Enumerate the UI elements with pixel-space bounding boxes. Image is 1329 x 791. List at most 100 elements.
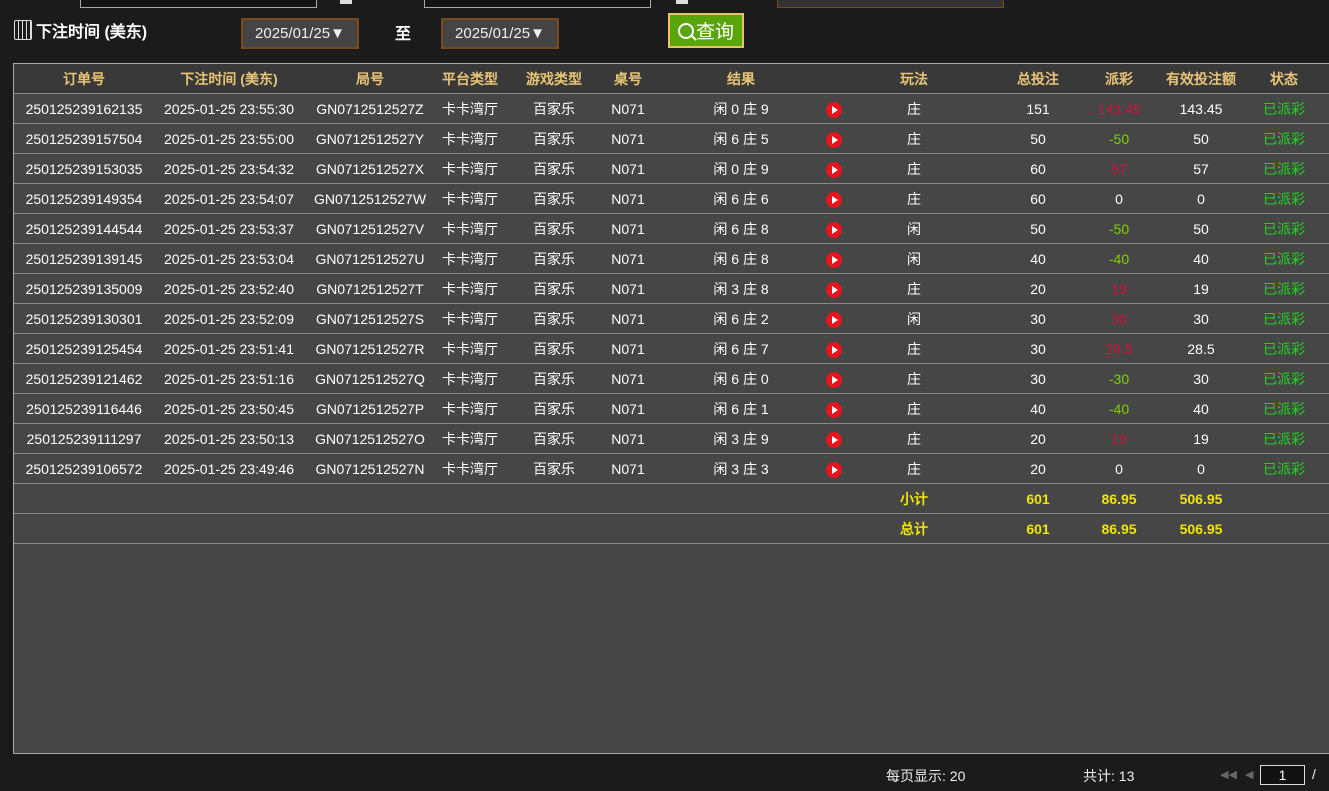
cell-bet-time: 2025-01-25 23:51:16 — [164, 371, 294, 387]
table-header: 订单号 下注时间 (美东) 局号 平台类型 游戏类型 桌号 结果 玩法 总投注 派彩 有效投注额 状态 — [14, 64, 1329, 94]
grandtotal-valid-bet: 506.95 — [1179, 521, 1223, 537]
top-input-2[interactable] — [424, 0, 651, 8]
cell-platform: 卡卡湾厅 — [442, 161, 498, 177]
cell-game-type: 百家乐 — [533, 131, 575, 147]
play-replay-icon[interactable] — [826, 252, 842, 268]
play-replay-icon[interactable] — [826, 342, 842, 358]
first-page-icon[interactable]: ◀◀ — [1220, 769, 1237, 781]
play-replay-icon[interactable] — [826, 162, 842, 178]
cell-status: 已派彩 — [1263, 191, 1305, 207]
header-valid-bet: 有效投注额 — [1166, 71, 1236, 87]
play-replay-icon[interactable] — [826, 402, 842, 418]
cell-total-bet: 20 — [1030, 281, 1046, 297]
query-button[interactable]: 查询 — [668, 13, 744, 48]
top-select[interactable] — [777, 0, 1004, 8]
cell-payout: 0 — [1115, 191, 1123, 207]
cell-valid-bet: 0 — [1197, 191, 1205, 207]
cell-table-no: N071 — [611, 431, 645, 447]
table-row[interactable]: 250125239153035 2025-01-25 23:54:32 GN0712… — [14, 154, 1329, 184]
cell-result: 闲 6 庄 5 — [713, 131, 769, 147]
table-row[interactable]: 250125239130301 2025-01-25 23:52:09 GN0712… — [14, 304, 1329, 334]
play-replay-icon[interactable] — [826, 192, 842, 208]
cell-platform: 卡卡湾厅 — [442, 461, 498, 477]
page-input[interactable] — [1260, 765, 1305, 785]
cell-status: 已派彩 — [1263, 101, 1305, 117]
cell-game-type: 百家乐 — [533, 341, 575, 357]
play-replay-icon[interactable] — [826, 372, 842, 388]
cell-platform: 卡卡湾厅 — [442, 401, 498, 417]
cell-bet-type: 庄 — [907, 191, 921, 207]
cell-bet-time: 2025-01-25 23:52:09 — [164, 311, 294, 327]
cell-result: 闲 3 庄 8 — [713, 281, 769, 297]
cell-bet-type: 庄 — [907, 461, 921, 477]
table-row[interactable]: 250125239106572 2025-01-25 23:49:46 GN0712… — [14, 454, 1329, 484]
table-row[interactable]: 250125239135009 2025-01-25 23:52:40 GN0712… — [14, 274, 1329, 304]
cell-game-type: 百家乐 — [533, 221, 575, 237]
cell-result: 闲 6 庄 1 — [713, 401, 769, 417]
play-replay-icon[interactable] — [826, 462, 842, 478]
start-date-select[interactable]: 2025/01/25▼ — [241, 18, 359, 49]
cell-payout: 57 — [1111, 161, 1127, 177]
cell-platform: 卡卡湾厅 — [442, 281, 498, 297]
cell-result: 闲 6 庄 8 — [713, 221, 769, 237]
cell-platform: 卡卡湾厅 — [442, 131, 498, 147]
play-replay-icon[interactable] — [826, 432, 842, 448]
play-replay-icon[interactable] — [826, 102, 842, 118]
cell-order-no: 250125239130301 — [25, 311, 143, 327]
play-replay-icon[interactable] — [826, 312, 842, 328]
page-separator: / — [1312, 766, 1316, 782]
table-row[interactable]: 250125239116446 2025-01-25 23:50:45 GN0712… — [14, 394, 1329, 424]
table-row[interactable]: 250125239157504 2025-01-25 23:55:00 GN0712… — [14, 124, 1329, 154]
cell-bet-type: 庄 — [907, 161, 921, 177]
cell-payout: -50 — [1108, 221, 1130, 237]
cell-status: 已派彩 — [1263, 221, 1305, 237]
table-row[interactable]: 250125239149354 2025-01-25 23:54:07 GN0712… — [14, 184, 1329, 214]
end-date-select[interactable]: 2025/01/25▼ — [441, 18, 559, 49]
cell-bet-type: 庄 — [907, 131, 921, 147]
top-checkbox-2[interactable] — [676, 0, 688, 4]
table-row[interactable]: 250125239139145 2025-01-25 23:53:04 GN0712… — [14, 244, 1329, 274]
cell-round-no: GN0712512527U — [315, 251, 425, 267]
cell-payout: 28.5 — [1105, 341, 1133, 357]
cell-result: 闲 6 庄 7 — [713, 341, 769, 357]
cell-game-type: 百家乐 — [533, 371, 575, 387]
cell-result: 闲 0 庄 9 — [713, 161, 769, 177]
top-checkbox-1[interactable] — [340, 0, 352, 4]
cell-platform: 卡卡湾厅 — [442, 221, 498, 237]
cell-bet-type: 闲 — [907, 251, 921, 267]
cell-total-bet: 50 — [1030, 131, 1046, 147]
header-round-no: 局号 — [356, 71, 384, 87]
cell-total-bet: 20 — [1030, 461, 1046, 477]
cell-total-bet: 151 — [1026, 101, 1050, 117]
cell-status: 已派彩 — [1263, 431, 1305, 447]
cell-valid-bet: 57 — [1193, 161, 1209, 177]
cell-game-type: 百家乐 — [533, 251, 575, 267]
cell-table-no: N071 — [611, 461, 645, 477]
cell-table-no: N071 — [611, 161, 645, 177]
cell-payout: 0 — [1115, 461, 1123, 477]
table-row[interactable]: 250125239121462 2025-01-25 23:51:16 GN0712… — [14, 364, 1329, 394]
play-replay-icon[interactable] — [826, 282, 842, 298]
header-table-no: 桌号 — [614, 71, 642, 87]
table-row[interactable]: 250125239162135 2025-01-25 23:55:30 GN0712… — [14, 94, 1329, 124]
cell-round-no: GN0712512527Z — [316, 101, 424, 117]
cell-round-no: GN0712512527T — [316, 281, 424, 297]
subtotal-valid-bet: 506.95 — [1179, 491, 1223, 507]
table-row[interactable]: 250125239125454 2025-01-25 23:51:41 GN0712… — [14, 334, 1329, 364]
top-input-1[interactable] — [80, 0, 317, 8]
cell-bet-time: 2025-01-25 23:52:40 — [164, 281, 294, 297]
play-replay-icon[interactable] — [826, 132, 842, 148]
cell-table-no: N071 — [611, 371, 645, 387]
subtotal-label: 小计 — [900, 491, 928, 507]
table-row[interactable]: 250125239111297 2025-01-25 23:50:13 GN0712… — [14, 424, 1329, 454]
cell-valid-bet: 0 — [1197, 461, 1205, 477]
prev-page-icon[interactable]: ◀ — [1245, 769, 1254, 781]
cell-bet-time: 2025-01-25 23:53:04 — [164, 251, 294, 267]
table-row[interactable]: 250125239144544 2025-01-25 23:53:37 GN0712… — [14, 214, 1329, 244]
cell-status: 已派彩 — [1263, 401, 1305, 417]
cell-table-no: N071 — [611, 131, 645, 147]
cell-valid-bet: 40 — [1193, 401, 1209, 417]
play-replay-icon[interactable] — [826, 222, 842, 238]
cell-game-type: 百家乐 — [533, 461, 575, 477]
cell-status: 已派彩 — [1263, 311, 1305, 327]
